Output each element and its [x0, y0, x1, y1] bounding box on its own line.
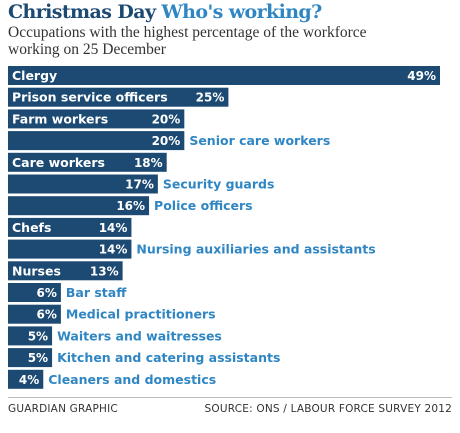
value-label-13: 5%: [28, 351, 48, 365]
category-label-7: Chefs: [12, 220, 51, 235]
bar-1: [8, 87, 229, 107]
source-label: SOURCE: ONS / LABOUR FORCE SURVEY 2012: [204, 403, 452, 415]
category-label-0: Clergy: [12, 68, 57, 83]
chart-subtitle: Occupations with the highest percentage …: [8, 24, 367, 58]
category-label-4: Care workers: [12, 155, 105, 170]
category-label-5: Security guards: [163, 177, 275, 192]
value-label-0: 49%: [407, 69, 436, 83]
category-label-1: Prison service officers: [12, 90, 168, 105]
bar-0: [8, 66, 440, 85]
bar-10: [8, 283, 61, 302]
value-label-14: 4%: [19, 373, 39, 387]
value-label-7: 14%: [99, 221, 128, 235]
category-label-6: Police officers: [154, 198, 253, 213]
value-label-5: 17%: [125, 178, 154, 192]
value-label-4: 18%: [134, 156, 163, 170]
value-label-6: 16%: [116, 199, 145, 213]
bar-7: [8, 217, 132, 237]
category-label-8: Nursing auxiliaries and assistants: [136, 242, 375, 257]
bar-2: [8, 109, 185, 129]
value-label-8: 14%: [99, 243, 128, 257]
category-label-11: Medical practitioners: [66, 307, 216, 322]
bar-11: [8, 304, 61, 324]
bar-8: [8, 239, 132, 259]
value-label-1: 25%: [196, 91, 225, 105]
title-part-2: Who's working?: [161, 1, 322, 23]
bar-9: [8, 261, 123, 281]
bar-4: [8, 152, 167, 172]
title-part-1: Christmas Day: [8, 1, 156, 23]
category-label-3: Senior care workers: [189, 133, 330, 148]
category-label-2: Farm workers: [12, 111, 108, 126]
bar-3: [8, 131, 185, 151]
bar-13: [8, 348, 53, 368]
credit-label: GUARDIAN GRAPHIC: [8, 403, 118, 415]
chart-title: Christmas Day Who's working?: [8, 0, 322, 24]
value-label-3: 20%: [152, 134, 181, 148]
value-label-11: 6%: [37, 308, 57, 322]
category-label-9: Nurses: [12, 263, 61, 278]
value-label-9: 13%: [90, 264, 119, 278]
category-label-14: Cleaners and domestics: [48, 372, 216, 387]
bar-5: [8, 174, 158, 194]
category-label-10: Bar staff: [66, 285, 127, 300]
bar-12: [8, 326, 53, 346]
value-label-12: 5%: [28, 329, 48, 343]
category-label-13: Kitchen and catering assistants: [57, 350, 280, 365]
category-label-12: Waiters and waitresses: [57, 328, 222, 343]
footer-divider: [8, 397, 452, 398]
value-label-10: 6%: [37, 286, 57, 300]
bar-14: [8, 369, 44, 389]
value-label-2: 20%: [152, 112, 181, 126]
bar-6: [8, 196, 150, 216]
